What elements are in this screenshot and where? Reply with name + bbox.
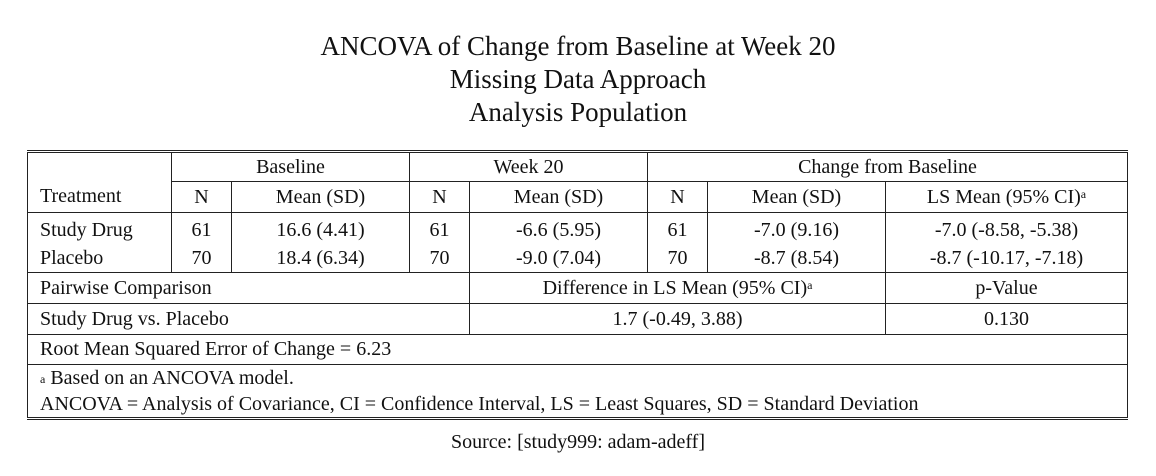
pairwise-diff-header: Difference in LS Mean (95% CI)a	[469, 272, 886, 304]
source-line: Source: [study999: adam-adeff]	[451, 431, 705, 453]
footnote-marker: a	[807, 277, 813, 292]
pairwise-pvalue: 0.130	[885, 303, 1128, 335]
pairwise-pvalue-header: p-Value	[885, 272, 1128, 304]
footnotes: a Based on an ANCOVA model. ANCOVA = Ana…	[27, 364, 1128, 419]
table-row: Study Drug 61 16.6 (4.41) 61 -6.6 (5.95)…	[27, 212, 1128, 244]
row-ls-mean-ci: -7.0 (-8.58, -5.38)	[885, 212, 1128, 244]
pairwise-header-row: Pairwise Comparison Difference in LS Mea…	[27, 272, 1128, 304]
col-header-baseline-n: N	[171, 181, 232, 213]
table-titles: ANCOVA of Change from Baseline at Week 2…	[0, 30, 1156, 129]
diff-header-label: Difference in LS Mean (95% CI)	[542, 276, 808, 299]
pairwise-value-row: Study Drug vs. Placebo 1.7 (-0.49, 3.88)…	[27, 303, 1128, 335]
row-baseline-n: 61	[171, 212, 232, 244]
col-header-week20-n: N	[409, 181, 470, 213]
header-blank	[27, 151, 172, 182]
row-baseline-mean-sd: 16.6 (4.41)	[231, 212, 410, 244]
group-header-baseline: Baseline	[171, 151, 410, 182]
row-change-n: 70	[647, 244, 708, 273]
col-header-change-mean-sd: Mean (SD)	[707, 181, 886, 213]
col-header-week20-mean-sd: Mean (SD)	[469, 181, 648, 213]
col-header-change-n: N	[647, 181, 708, 213]
footnotes-row: a Based on an ANCOVA model. ANCOVA = Ana…	[27, 364, 1128, 419]
row-baseline-mean-sd: 18.4 (6.34)	[231, 244, 410, 273]
footnote-a: a Based on an ANCOVA model.	[40, 366, 1119, 392]
row-ls-mean-ci: -8.7 (-10.17, -7.18)	[885, 244, 1128, 273]
title-line-2: Missing Data Approach	[449, 64, 707, 94]
col-header-treatment: Treatment	[27, 181, 172, 213]
pairwise-comparison-label: Pairwise Comparison	[27, 272, 470, 304]
pairwise-diff-value: 1.7 (-0.49, 3.88)	[469, 303, 886, 335]
group-header-week20: Week 20	[409, 151, 648, 182]
header-row-columns: Treatment N Mean (SD) N Mean (SD) N Mean…	[27, 181, 1128, 213]
rmse-text: Root Mean Squared Error of Change = 6.23	[27, 334, 1128, 365]
row-change-mean-sd: -7.0 (9.16)	[707, 212, 886, 244]
footnote-abbreviations: ANCOVA = Analysis of Covariance, CI = Co…	[40, 393, 919, 415]
row-treatment: Placebo	[27, 244, 172, 273]
ls-mean-ci-label: LS Mean (95% CI)	[926, 185, 1081, 208]
header-row-groups: Baseline Week 20 Change from Baseline	[27, 151, 1128, 182]
row-change-n: 61	[647, 212, 708, 244]
row-change-mean-sd: -8.7 (8.54)	[707, 244, 886, 273]
table-row: Placebo 70 18.4 (6.34) 70 -9.0 (7.04) 70…	[27, 244, 1128, 273]
row-baseline-n: 70	[171, 244, 232, 273]
group-header-change: Change from Baseline	[647, 151, 1128, 182]
title-line-1: ANCOVA of Change from Baseline at Week 2…	[320, 31, 836, 61]
col-header-ls-mean-ci: LS Mean (95% CI)a	[885, 181, 1128, 213]
footnote-marker: a	[40, 372, 46, 386]
rmse-row: Root Mean Squared Error of Change = 6.23	[27, 334, 1128, 365]
footnote-a-text: Based on an ANCOVA model.	[50, 367, 294, 389]
row-treatment: Study Drug	[27, 212, 172, 244]
col-header-baseline-mean-sd: Mean (SD)	[231, 181, 410, 213]
pairwise-comparison: Study Drug vs. Placebo	[27, 303, 470, 335]
row-week20-mean-sd: -6.6 (5.95)	[469, 212, 648, 244]
row-week20-mean-sd: -9.0 (7.04)	[469, 244, 648, 273]
row-week20-n: 70	[409, 244, 470, 273]
title-line-3: Analysis Population	[468, 97, 688, 127]
ancova-table: Baseline Week 20 Change from Baseline Tr…	[27, 150, 1128, 420]
row-week20-n: 61	[409, 212, 470, 244]
footnote-marker: a	[1080, 186, 1087, 201]
